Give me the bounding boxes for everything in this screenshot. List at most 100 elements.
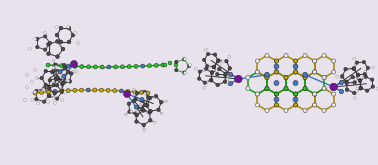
Circle shape	[284, 109, 288, 112]
Circle shape	[62, 81, 65, 84]
Circle shape	[146, 91, 150, 95]
Circle shape	[43, 48, 47, 51]
Circle shape	[163, 63, 167, 67]
Circle shape	[153, 121, 156, 124]
Circle shape	[274, 59, 279, 63]
Circle shape	[53, 92, 56, 95]
Circle shape	[274, 103, 279, 107]
Circle shape	[256, 92, 259, 96]
Circle shape	[59, 26, 63, 30]
Circle shape	[67, 40, 71, 44]
Circle shape	[139, 105, 142, 107]
Circle shape	[356, 73, 360, 77]
Circle shape	[313, 59, 317, 63]
Circle shape	[106, 88, 110, 92]
Circle shape	[364, 70, 367, 73]
Circle shape	[183, 71, 186, 74]
Circle shape	[143, 90, 147, 94]
Circle shape	[126, 89, 130, 93]
Circle shape	[332, 103, 335, 107]
Circle shape	[139, 90, 143, 94]
Circle shape	[55, 33, 59, 37]
Circle shape	[223, 80, 227, 83]
Circle shape	[353, 97, 356, 99]
Circle shape	[47, 86, 50, 90]
Circle shape	[284, 86, 288, 90]
Circle shape	[154, 94, 158, 98]
Circle shape	[332, 59, 336, 63]
Circle shape	[302, 72, 308, 77]
Circle shape	[34, 91, 36, 93]
Circle shape	[42, 87, 46, 90]
Circle shape	[359, 86, 363, 90]
Circle shape	[332, 70, 336, 74]
Circle shape	[58, 70, 62, 74]
Circle shape	[183, 58, 186, 61]
Circle shape	[265, 76, 269, 80]
Circle shape	[147, 111, 149, 114]
Circle shape	[322, 109, 326, 113]
Circle shape	[313, 92, 317, 96]
Circle shape	[265, 86, 269, 90]
Circle shape	[36, 45, 39, 49]
Circle shape	[371, 85, 375, 88]
Circle shape	[332, 92, 336, 96]
Circle shape	[228, 66, 232, 70]
Circle shape	[313, 70, 317, 74]
Circle shape	[313, 59, 316, 63]
Circle shape	[197, 77, 201, 80]
Circle shape	[322, 87, 326, 90]
Circle shape	[203, 86, 206, 89]
Circle shape	[294, 70, 297, 74]
Circle shape	[46, 63, 50, 67]
Circle shape	[36, 77, 38, 79]
Circle shape	[36, 37, 39, 41]
Circle shape	[113, 89, 117, 93]
Circle shape	[71, 33, 75, 37]
Circle shape	[265, 109, 269, 112]
Circle shape	[79, 88, 84, 92]
Circle shape	[141, 64, 145, 68]
Circle shape	[215, 73, 219, 76]
Circle shape	[134, 64, 138, 68]
Circle shape	[52, 69, 56, 73]
Circle shape	[146, 104, 149, 107]
Circle shape	[56, 55, 59, 59]
Circle shape	[23, 99, 26, 101]
Circle shape	[124, 90, 130, 98]
Circle shape	[62, 77, 64, 79]
Circle shape	[56, 97, 59, 100]
Circle shape	[40, 90, 43, 94]
Circle shape	[274, 92, 279, 96]
Circle shape	[358, 79, 362, 82]
Circle shape	[205, 81, 208, 84]
Circle shape	[62, 63, 66, 67]
Circle shape	[208, 65, 210, 68]
Circle shape	[134, 93, 136, 96]
Circle shape	[29, 48, 31, 50]
Circle shape	[206, 65, 209, 68]
Circle shape	[59, 40, 63, 44]
Circle shape	[355, 89, 358, 92]
Circle shape	[52, 82, 55, 84]
Circle shape	[363, 72, 367, 76]
Circle shape	[217, 59, 220, 62]
Circle shape	[198, 70, 201, 73]
Circle shape	[274, 97, 279, 102]
Circle shape	[370, 78, 374, 81]
Circle shape	[48, 94, 51, 98]
Circle shape	[210, 71, 214, 75]
Circle shape	[61, 47, 65, 51]
Circle shape	[303, 54, 307, 57]
Circle shape	[99, 88, 104, 92]
Circle shape	[209, 79, 213, 82]
Circle shape	[44, 69, 48, 73]
Circle shape	[140, 98, 144, 101]
Circle shape	[147, 64, 152, 68]
Circle shape	[135, 92, 139, 95]
Circle shape	[366, 66, 370, 70]
Circle shape	[228, 81, 233, 86]
Circle shape	[313, 103, 317, 107]
Circle shape	[284, 54, 288, 57]
Circle shape	[47, 93, 51, 97]
